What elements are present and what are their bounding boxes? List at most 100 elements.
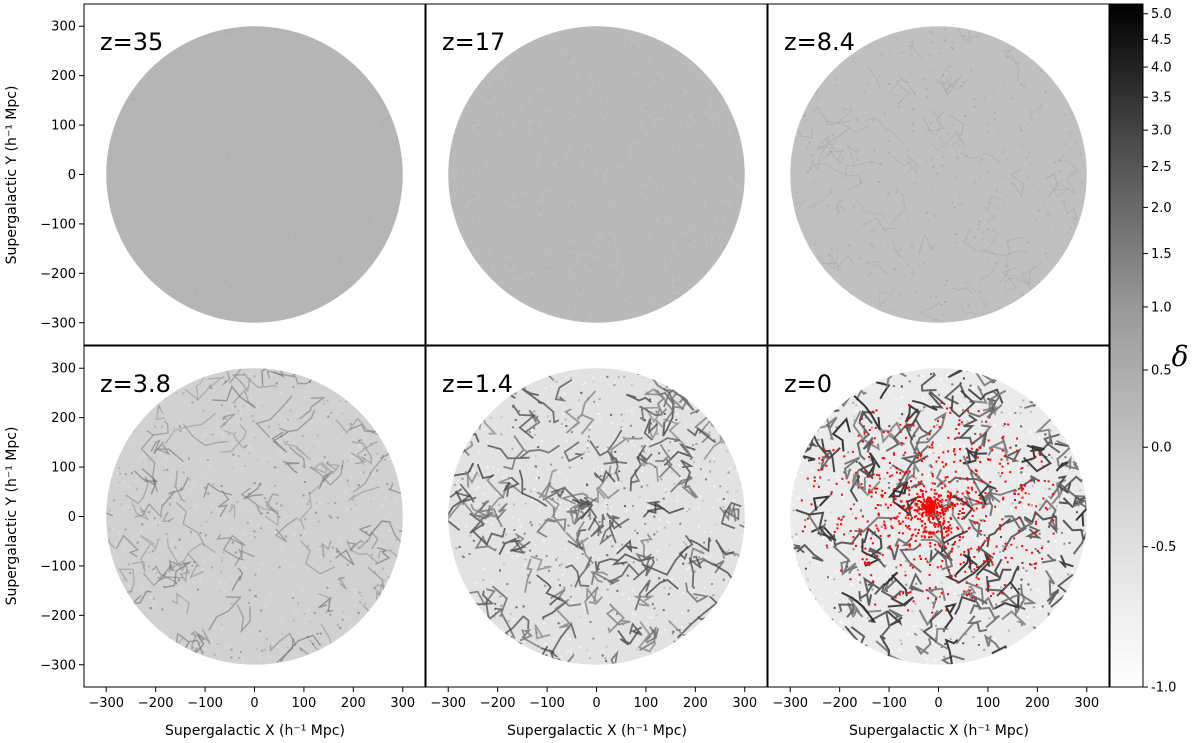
density-speckle — [124, 241, 127, 244]
density-speckle — [242, 662, 245, 665]
density-speckle — [195, 167, 198, 170]
density-speckle — [502, 541, 505, 544]
density-speckle — [558, 252, 561, 255]
density-speckle — [810, 154, 813, 157]
density-speckle — [1080, 232, 1083, 235]
density-speckle — [510, 102, 513, 105]
density-speckle — [492, 536, 495, 539]
density-speckle — [382, 620, 385, 623]
density-speckle — [635, 648, 638, 651]
density-speckle — [722, 629, 725, 632]
density-speckle — [555, 290, 558, 293]
density-speckle — [683, 541, 685, 544]
density-speckle — [564, 73, 567, 76]
density-speckle — [304, 194, 307, 197]
density-speckle — [401, 401, 403, 404]
density-speckle — [500, 118, 503, 121]
density-speckle — [1040, 276, 1042, 279]
density-speckle — [589, 293, 592, 296]
density-speckle — [165, 96, 167, 99]
density-speckle — [147, 459, 150, 462]
density-speckle — [986, 220, 989, 223]
density-speckle — [626, 292, 629, 295]
density-speckle — [364, 219, 367, 222]
density-speckle — [1086, 452, 1087, 455]
y-tick-label: −100 — [40, 217, 76, 232]
density-speckle — [900, 78, 903, 81]
density-speckle — [886, 568, 889, 571]
density-speckle — [221, 102, 224, 105]
density-speckle — [467, 160, 470, 163]
filament — [971, 318, 1007, 323]
filament — [448, 99, 455, 118]
density-speckle — [896, 80, 899, 83]
filament — [1081, 69, 1087, 92]
density-speckle — [669, 128, 672, 131]
density-speckle — [487, 64, 490, 67]
density-speckle — [1061, 74, 1064, 77]
density-speckle — [935, 624, 938, 627]
density-speckle — [211, 62, 214, 65]
density-speckle — [223, 134, 226, 137]
filament — [590, 167, 602, 183]
filament — [863, 527, 883, 557]
density-speckle — [319, 262, 321, 265]
density-speckle — [842, 621, 845, 624]
density-speckle — [467, 415, 470, 418]
density-speckle — [557, 61, 560, 64]
density-speckle — [482, 634, 485, 636]
density-speckle — [487, 243, 490, 246]
density-speckle — [396, 621, 398, 624]
density-speckle — [1020, 48, 1023, 51]
density-speckle — [630, 440, 633, 443]
density-speckle — [580, 510, 583, 513]
density-speckle — [170, 431, 173, 433]
density-speckle — [556, 556, 559, 559]
density-speckle — [205, 115, 208, 118]
density-speckle — [176, 311, 178, 314]
filament — [1003, 447, 1022, 463]
density-speckle — [253, 142, 255, 145]
filament — [498, 476, 524, 496]
density-speckle — [329, 129, 332, 132]
density-speckle — [402, 48, 403, 51]
filament — [560, 492, 588, 505]
density-speckle — [1023, 473, 1026, 476]
density-speckle — [733, 637, 736, 640]
density-speckle — [251, 220, 253, 223]
density-speckle — [654, 236, 656, 238]
density-speckle — [795, 537, 798, 540]
density-speckle — [289, 409, 292, 412]
density-speckle — [1080, 563, 1083, 566]
density-speckle — [662, 609, 665, 612]
density-speckle — [660, 478, 663, 481]
density-speckle — [263, 175, 265, 178]
density-speckle — [600, 276, 603, 278]
density-speckle — [904, 570, 907, 573]
density-speckle — [568, 638, 571, 640]
density-speckle — [1070, 400, 1073, 403]
density-speckle — [117, 319, 120, 322]
density-speckle — [357, 546, 360, 549]
density-speckle — [794, 570, 797, 573]
filament — [448, 425, 464, 442]
density-speckle — [938, 156, 941, 159]
density-speckle — [1049, 179, 1052, 182]
filament — [966, 615, 988, 633]
density-speckle — [327, 415, 330, 418]
density-speckle — [966, 368, 968, 371]
density-speckle — [839, 620, 842, 623]
density-speckle — [717, 498, 720, 501]
density-speckle — [464, 199, 466, 202]
density-speckle — [139, 491, 142, 493]
filament — [554, 598, 572, 629]
density-speckle — [623, 71, 626, 74]
density-speckle — [140, 441, 143, 444]
density-speckle — [818, 255, 821, 258]
density-speckle — [1037, 175, 1040, 178]
density-speckle — [1070, 88, 1073, 91]
density-speckle — [830, 300, 833, 303]
density-speckle — [376, 469, 379, 472]
density-speckle — [138, 415, 141, 418]
density-speckle — [337, 423, 340, 426]
